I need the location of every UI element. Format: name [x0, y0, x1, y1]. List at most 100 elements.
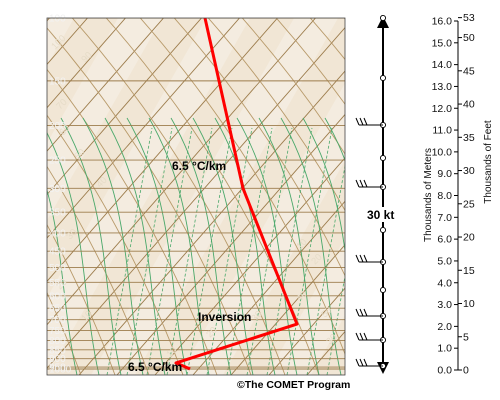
pressure-label: 400 [49, 228, 66, 239]
isotherm-line [154, 157, 345, 375]
isotherm-line [230, 244, 345, 375]
meters-tick-label: 0.0 [437, 365, 452, 377]
mixing-ratio-line [326, 273, 345, 375]
isotherm-line [47, 18, 165, 152]
isotherm-line [47, 18, 279, 283]
plot-frame [46, 17, 346, 376]
moist-adiabat-line [47, 188, 78, 375]
feet-tick-label: 53 [463, 12, 475, 24]
background-band [47, 18, 295, 375]
wind-barb-feather [363, 308, 368, 317]
feet-tick-label: 5 [463, 331, 469, 343]
moist-adiabat-line [324, 117, 345, 162]
meters-tick-label: 1.0 [437, 343, 452, 355]
feet-tick-label: 25 [463, 198, 475, 210]
wind-barb-feather [363, 179, 368, 188]
dry-adiabat-line [105, 18, 320, 375]
lapse-rate-annotation: 6.5 °C/km [128, 360, 182, 374]
dry-adiabat-line [139, 18, 345, 356]
wind-label-bg [362, 207, 399, 222]
dry-adiabat-line [47, 114, 184, 375]
wind-barb-feather [355, 332, 360, 341]
wind-barb-feather [359, 332, 364, 341]
isotherm-line [47, 18, 241, 239]
wind-barb-feather [363, 117, 368, 126]
meters-tick-label: 3.0 [437, 299, 452, 311]
wind-barb-feather [359, 254, 364, 263]
feet-tick-label: 0 [463, 365, 469, 377]
meters-tick-label: 6.0 [437, 234, 452, 246]
isotherm-line [47, 18, 203, 196]
pressure-label: 450 [49, 247, 66, 258]
lapse-rate-annotation: 6.5 °C/km [172, 159, 226, 173]
pressure-label: 1000 [49, 365, 72, 376]
meters-tick-label: 11.0 [432, 125, 452, 137]
temperature-profile [174, 18, 299, 371]
wind-level-marker [379, 154, 387, 162]
wind-speed-label: 30 kt [367, 208, 394, 222]
meters-axis-title: Thousands of Meters [423, 148, 434, 242]
dry-adiabat-line [47, 223, 116, 375]
arrow-up-icon [377, 16, 389, 28]
feet-axis-title: Thousands of Feet [483, 120, 494, 204]
moist-adiabat-line [82, 117, 144, 375]
feet-tick-label: 30 [463, 165, 475, 177]
wind-barb-feather [363, 358, 368, 367]
pressure-label: 950 [49, 363, 66, 374]
wind-level-marker [379, 74, 387, 82]
moist-adiabat-line [126, 117, 188, 375]
pressure-label: 350 [49, 208, 66, 219]
wind-barb [355, 117, 383, 126]
isotherm-line [116, 113, 345, 375]
wind-barb-feather [355, 117, 360, 126]
dry-adiabat-line [241, 18, 345, 155]
credit-label: ©The COMET Program [237, 379, 350, 391]
dry-adiabat-line [207, 18, 345, 212]
feet-tick-label: 40 [463, 99, 475, 111]
moist-adiabat-line [236, 117, 298, 375]
wind-level-marker [379, 226, 387, 234]
meters-tick-label: 9.0 [437, 168, 452, 180]
isotherm-line [268, 287, 345, 375]
background-band [135, 18, 345, 375]
dry-adiabat-line [47, 291, 82, 375]
background-band [47, 18, 207, 298]
dry-adiabat-line [275, 18, 345, 105]
moist-adiabat-line [60, 117, 122, 375]
pressure-label: 500 [49, 263, 66, 274]
dry-adiabat-line [47, 165, 150, 375]
feet-tick-label: 10 [463, 298, 475, 310]
dry-adiabat-line [309, 18, 345, 61]
dry-adiabat-line [47, 373, 48, 375]
wind-barb [355, 308, 383, 317]
wind-barb-feather [355, 358, 360, 367]
wind-barb [355, 358, 383, 367]
meters-tick-label: 10.0 [432, 146, 453, 158]
wind-barb-feather [359, 117, 364, 126]
meters-tick-label: 12.0 [432, 103, 453, 115]
wind-level-marker [379, 14, 387, 22]
pressure-label: 650 [49, 304, 66, 315]
feet-tick-label: 20 [463, 232, 475, 244]
pressure-label: 100 [49, 14, 66, 25]
moist-adiabat-line [214, 117, 276, 375]
meters-tick-label: 14.0 [432, 59, 453, 71]
moist-adiabat-line [280, 117, 342, 375]
moist-adiabat-line [47, 131, 100, 375]
moist-adiabat-line [302, 117, 345, 254]
wind-barb [355, 254, 383, 263]
meters-tick-label: 15.0 [432, 37, 453, 49]
feet-tick-label: 35 [463, 132, 475, 144]
wind-barb-feather [363, 254, 368, 263]
moist-adiabat-line [347, 118, 407, 375]
meters-tick-label: 5.0 [437, 255, 452, 267]
dry-adiabat-line [0, 0, 13, 375]
feet-tick-label: 45 [463, 65, 475, 77]
wind-level-marker [379, 286, 387, 294]
wind-barb [355, 332, 383, 341]
pressure-label: 200 [49, 121, 66, 132]
mixing-ratio-line [367, 128, 412, 375]
pressure-label: 150 [49, 76, 66, 87]
wind-barb [355, 179, 383, 188]
